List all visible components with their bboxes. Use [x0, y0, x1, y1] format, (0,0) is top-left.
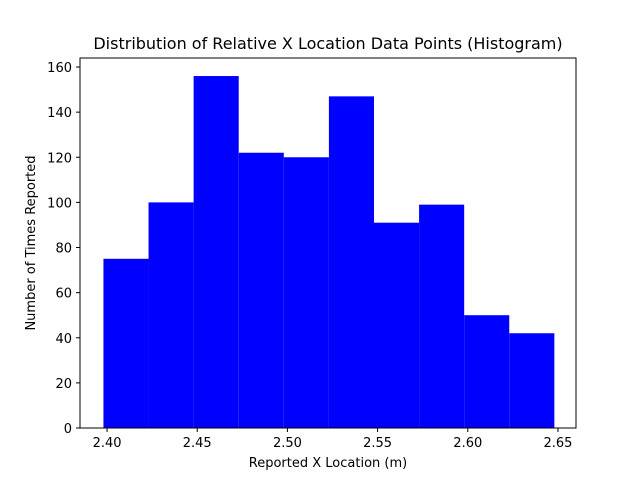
histogram-bar — [193, 76, 239, 429]
y-tick-label: 140 — [47, 106, 72, 121]
histogram-bar — [509, 333, 555, 428]
y-tick-label: 60 — [55, 287, 72, 302]
histogram-bar — [103, 258, 149, 428]
x-tick-label: 2.45 — [183, 436, 212, 451]
histogram-bar — [464, 315, 510, 428]
y-tick-label: 80 — [55, 242, 72, 257]
y-axis-ticks: 0 20 40 60 80 100 120 140 160 — [47, 61, 80, 437]
plot-frame — [79, 57, 577, 429]
histogram-bar — [283, 157, 329, 428]
histogram-bar — [419, 204, 465, 428]
chart-title: Distribution of Relative X Location Data… — [93, 34, 562, 53]
x-axis-label: Reported X Location (m) — [249, 456, 407, 471]
histogram-bar — [148, 202, 194, 428]
x-tick-label: 2.40 — [93, 436, 122, 451]
x-axis-ticks: 2.40 2.45 2.50 2.55 2.60 2.65 — [93, 428, 572, 451]
y-tick-label: 160 — [47, 61, 72, 76]
histogram-bar — [328, 96, 374, 428]
y-axis-label: Number of Times Reported — [24, 155, 39, 330]
x-tick-label: 2.60 — [453, 436, 482, 451]
x-tick-label: 2.50 — [273, 436, 302, 451]
x-tick-label: 2.55 — [363, 436, 392, 451]
x-tick-label: 2.65 — [543, 436, 572, 451]
histogram-bar — [373, 222, 420, 428]
bars-group — [103, 76, 555, 429]
y-tick-label: 100 — [47, 196, 72, 211]
y-tick-label: 40 — [55, 332, 72, 347]
histogram-bar — [238, 152, 284, 428]
y-tick-label: 20 — [55, 377, 72, 392]
y-tick-label: 0 — [64, 422, 72, 437]
y-tick-label: 120 — [47, 151, 72, 166]
